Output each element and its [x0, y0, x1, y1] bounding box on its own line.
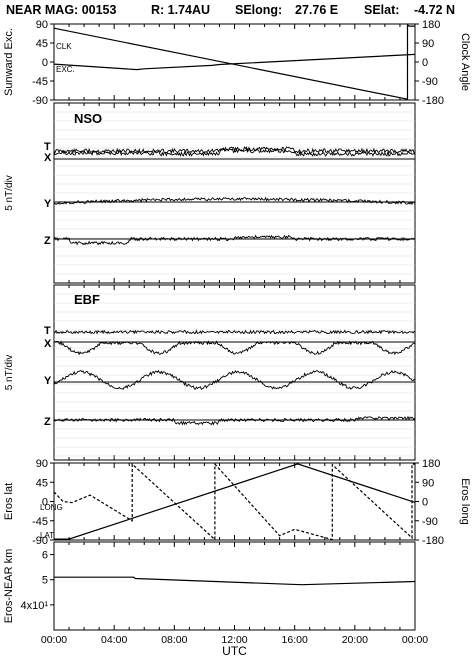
- range-ylabel: Eros-NEAR km: [3, 549, 15, 624]
- nso-ylabel: 5 nT/div: [4, 175, 15, 211]
- x-tick-label: 04:00: [101, 634, 127, 646]
- ebf-t-label: T: [44, 325, 51, 337]
- eros-long-series: [53, 462, 415, 541]
- eros-long-ylabel: Eros long: [459, 478, 471, 524]
- ebf-x-trace: [53, 340, 416, 356]
- ebf-z-label: Z: [44, 416, 51, 428]
- mission-title: NEAR MAG: 00153: [6, 3, 116, 17]
- exc-left-tick-label: 90: [36, 19, 48, 31]
- clock-ylabel: Clock Angle: [459, 33, 471, 91]
- eros-long-tick-label: 180: [422, 458, 440, 470]
- nso-x-trace: [53, 148, 416, 157]
- exc-panel-frame: [53, 23, 416, 101]
- eros-long-tick-label: -180: [422, 535, 444, 547]
- eros-lat-series: [54, 463, 416, 540]
- selong-label: SElong:: [235, 3, 282, 17]
- clk-annotation: CLK: [56, 42, 72, 51]
- range-tick-label: 4x10¹: [20, 600, 48, 612]
- exc-left-tick-label: 45: [36, 38, 48, 50]
- lat-annotation: LAT: [40, 531, 54, 540]
- selat-label: SElat:: [364, 3, 399, 17]
- clock-right-tick-label: -180: [422, 95, 444, 107]
- heliocentric-distance: R: 1.74AU: [151, 3, 210, 17]
- nso-title: NSO: [74, 111, 102, 126]
- range-tick-label: 5: [42, 575, 48, 587]
- ebf-t-trace: [53, 329, 416, 335]
- ebf-title: EBF: [74, 292, 100, 307]
- exc-ylabel: Sunward Exc.: [3, 28, 15, 96]
- nso-y-trace: [53, 196, 416, 206]
- eros-lat-tick-label: -45: [32, 516, 48, 528]
- long-annotation: LONG: [40, 503, 63, 512]
- selong-value: 27.76 E: [295, 3, 338, 17]
- eros-lat-tick-label: 45: [36, 477, 48, 489]
- clock-right-tick-label: 0: [422, 57, 428, 69]
- x-tick-label: 00:00: [41, 634, 67, 646]
- exc-annotation: EXC.: [56, 65, 75, 74]
- nso-y-label: Y: [44, 198, 52, 210]
- exc-left-tick-label: -45: [32, 76, 48, 88]
- exc-left-tick-label: -90: [32, 95, 48, 107]
- ebf-y-trace: [53, 369, 416, 390]
- x-tick-label: 20:00: [342, 634, 368, 646]
- eros-lat-ylabel: Eros lat: [3, 483, 15, 520]
- x-tick-label: 08:00: [161, 634, 187, 646]
- range-tick-label: 6: [42, 550, 48, 562]
- eros-panel-frame: [53, 462, 416, 541]
- nso-t-label: T: [44, 141, 51, 153]
- clock-right-tick-label: 90: [422, 38, 434, 50]
- x-tick-label: 00:00: [402, 634, 428, 646]
- x-tick-label: 16:00: [282, 634, 308, 646]
- eros-lat-tick-label: 90: [36, 458, 48, 470]
- selat-value: -4.72 N: [414, 3, 455, 17]
- clock-angle-series: [53, 23, 415, 100]
- eros-long-tick-label: -90: [422, 516, 438, 528]
- eros-lat-tick-label: 0: [42, 497, 48, 509]
- ebf-ylabel: 5 nT/div: [4, 355, 15, 391]
- header: NEAR MAG: 00153 R: 1.74AU SElong: 27.76 …: [6, 3, 455, 17]
- nso-z-trace: [53, 234, 416, 246]
- ebf-z-trace: [53, 415, 416, 426]
- sunward-exc-series: [53, 53, 416, 71]
- x-axis: 00:00 04:00 08:00 12:00 16:00 20:00 00:00 UTC: [41, 634, 428, 656]
- chart-panels: 90 45 0 -45 -90 180 90 0 -90 -180 Sunward Exc. Cloc…: [3, 19, 471, 631]
- clock-right-tick-label: -90: [422, 76, 438, 88]
- eros-long-tick-label: 0: [422, 497, 428, 509]
- exc-left-tick-label: 0: [42, 57, 48, 69]
- x-axis-label: UTC: [222, 644, 247, 656]
- range-panel-frame: [53, 541, 416, 631]
- ebf-y-label: Y: [44, 375, 52, 387]
- nso-x-label: X: [44, 152, 52, 164]
- eros-long-tick-label: 90: [422, 477, 434, 489]
- eros-lat-tick-label: -90: [32, 535, 48, 547]
- nso-z-label: Z: [44, 235, 51, 247]
- clock-right-tick-label: 180: [422, 19, 440, 31]
- x-tick-label: 12:00: [221, 634, 247, 646]
- ebf-x-label: X: [44, 338, 52, 350]
- eros-near-range-series: [54, 576, 416, 586]
